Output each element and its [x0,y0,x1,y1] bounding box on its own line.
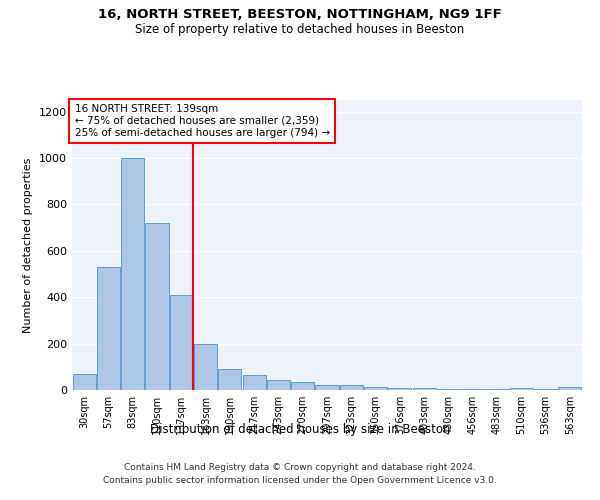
Bar [510,388,533,390]
Bar [121,158,144,390]
Bar [388,388,412,390]
Text: Size of property relative to detached houses in Beeston: Size of property relative to detached ho… [136,22,464,36]
Bar [218,369,241,390]
Y-axis label: Number of detached properties: Number of detached properties [23,158,34,332]
Text: Distribution of detached houses by size in Beeston: Distribution of detached houses by size … [150,422,450,436]
Bar [485,389,509,390]
Text: 16, NORTH STREET, BEESTON, NOTTINGHAM, NG9 1FF: 16, NORTH STREET, BEESTON, NOTTINGHAM, N… [98,8,502,20]
Bar [437,389,460,390]
Bar [194,344,217,390]
Text: Contains HM Land Registry data © Crown copyright and database right 2024.: Contains HM Land Registry data © Crown c… [124,462,476,471]
Bar [364,386,387,390]
Bar [559,386,581,390]
Bar [145,223,169,390]
Text: Contains public sector information licensed under the Open Government Licence v3: Contains public sector information licen… [103,476,497,485]
Bar [534,389,557,390]
Bar [413,388,436,390]
Bar [97,267,120,390]
Bar [73,374,95,390]
Bar [267,380,290,390]
Text: 16 NORTH STREET: 139sqm
← 75% of detached houses are smaller (2,359)
25% of semi: 16 NORTH STREET: 139sqm ← 75% of detache… [74,104,329,138]
Bar [170,295,193,390]
Bar [316,386,338,390]
Bar [242,375,266,390]
Bar [340,386,363,390]
Bar [461,389,484,390]
Bar [291,382,314,390]
